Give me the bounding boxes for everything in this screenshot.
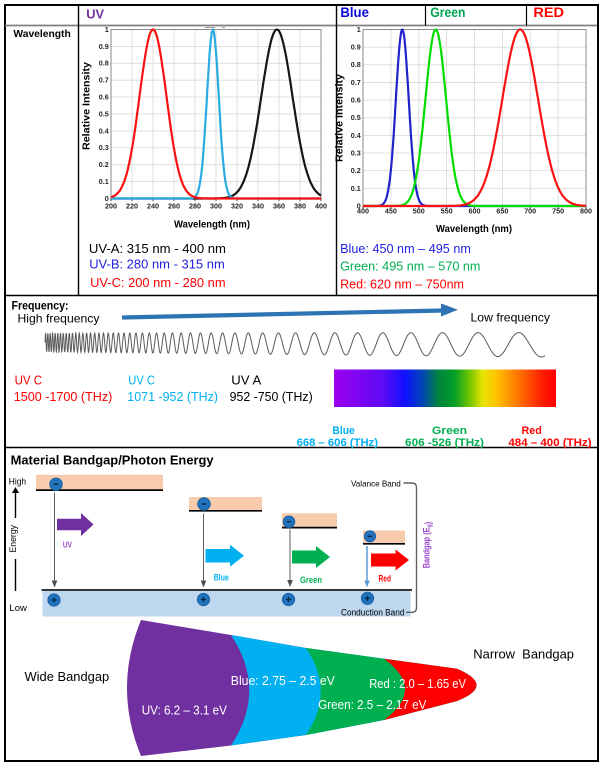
svg-text:UV C: UV C bbox=[128, 372, 155, 387]
svg-text:Energy: Energy bbox=[8, 525, 18, 553]
svg-text:UV-C: 200 nm - 280 nm: UV-C: 200 nm - 280 nm bbox=[90, 275, 226, 290]
svg-text:UV: UV bbox=[63, 541, 73, 550]
svg-text:Wavelength (nm): Wavelength (nm) bbox=[174, 219, 250, 231]
svg-text:Red: 620 nm – 750nm: Red: 620 nm – 750nm bbox=[340, 277, 464, 292]
svg-text:0: 0 bbox=[357, 201, 361, 210]
svg-text:UV-B: 280 nm - 315 nm: UV-B: 280 nm - 315 nm bbox=[89, 257, 225, 272]
svg-text:1071 -952 (THz): 1071 -952 (THz) bbox=[127, 389, 218, 404]
svg-text:0.3: 0.3 bbox=[99, 143, 109, 152]
svg-text:1: 1 bbox=[357, 25, 361, 34]
svg-text:0.7: 0.7 bbox=[99, 76, 109, 85]
svg-text:Red: Red bbox=[522, 425, 542, 437]
svg-text:Blue: Blue bbox=[340, 4, 369, 20]
svg-text:0.6: 0.6 bbox=[99, 93, 109, 102]
svg-text:320: 320 bbox=[231, 202, 243, 211]
svg-text:400: 400 bbox=[315, 202, 327, 211]
svg-text:668 – 606 (THz): 668 – 606 (THz) bbox=[297, 437, 379, 449]
svg-text:UV C: UV C bbox=[15, 372, 42, 387]
svg-text:Green: 2.5 – 2.17 eV: Green: 2.5 – 2.17 eV bbox=[318, 697, 427, 712]
svg-text:Blue: 2.75 – 2.5 eV: Blue: 2.75 – 2.5 eV bbox=[231, 673, 335, 688]
svg-text:300: 300 bbox=[210, 202, 222, 211]
svg-text:800: 800 bbox=[580, 207, 592, 216]
svg-text:Wide Bandgap: Wide Bandgap bbox=[25, 669, 110, 684]
svg-text:0.3: 0.3 bbox=[351, 149, 361, 158]
svg-text:0.8: 0.8 bbox=[99, 59, 109, 68]
svg-text:Relative Intensity: Relative Intensity bbox=[82, 62, 93, 150]
svg-text:UV: UV bbox=[86, 7, 104, 22]
svg-text:0.5: 0.5 bbox=[351, 113, 361, 122]
svg-text:240: 240 bbox=[147, 202, 159, 211]
svg-text:600: 600 bbox=[469, 207, 481, 216]
svg-text:Valance Band: Valance Band bbox=[351, 478, 401, 488]
svg-text:340: 340 bbox=[252, 202, 264, 211]
svg-text:Narrow Bandgap: Narrow Bandgap bbox=[473, 646, 574, 661]
svg-text:0.4: 0.4 bbox=[99, 126, 109, 135]
svg-text:0.9: 0.9 bbox=[99, 42, 109, 51]
svg-text:High: High bbox=[9, 477, 26, 487]
svg-text:Wavelength: Wavelength bbox=[13, 28, 70, 40]
svg-text:360: 360 bbox=[273, 202, 285, 211]
svg-text:UV A: UV A bbox=[231, 372, 261, 387]
svg-text:Low frequency: Low frequency bbox=[471, 311, 551, 325]
svg-text:0.2: 0.2 bbox=[99, 160, 109, 169]
svg-text:High frequency: High frequency bbox=[18, 312, 100, 326]
svg-text:0.7: 0.7 bbox=[351, 78, 361, 87]
svg-text:Conduction Band: Conduction Band bbox=[341, 607, 405, 617]
svg-text:Bandgap (Eg): Bandgap (Eg) bbox=[422, 522, 434, 569]
svg-text:1500 -1700 (THz): 1500 -1700 (THz) bbox=[14, 389, 113, 404]
svg-text:Green: Green bbox=[432, 425, 468, 437]
svg-text:Blue: 450 nm – 495 nm: Blue: 450 nm – 495 nm bbox=[340, 241, 471, 256]
svg-text:0.4: 0.4 bbox=[351, 131, 361, 140]
svg-text:650: 650 bbox=[496, 207, 508, 216]
svg-text:Blue: Blue bbox=[332, 425, 354, 437]
svg-text:550: 550 bbox=[441, 207, 453, 216]
svg-text:Red: Red bbox=[379, 574, 392, 584]
svg-text:Wavelength (nm): Wavelength (nm) bbox=[436, 223, 512, 235]
svg-text:Green: 495 nm – 570 nm: Green: 495 nm – 570 nm bbox=[340, 259, 480, 274]
svg-text:952 -750 (THz): 952 -750 (THz) bbox=[230, 389, 313, 404]
svg-text:500: 500 bbox=[413, 207, 425, 216]
svg-text:0: 0 bbox=[105, 194, 109, 203]
svg-text:Green: Green bbox=[300, 575, 322, 585]
svg-text:0.8: 0.8 bbox=[351, 60, 361, 69]
svg-text:Green: Green bbox=[430, 4, 465, 20]
svg-text:750: 750 bbox=[552, 207, 564, 216]
svg-text:RED: RED bbox=[533, 4, 564, 20]
svg-text:380: 380 bbox=[294, 202, 306, 211]
svg-text:0.6: 0.6 bbox=[351, 96, 361, 105]
svg-text:0.2: 0.2 bbox=[351, 166, 361, 175]
svg-text:200: 200 bbox=[105, 202, 117, 211]
svg-text:Red : 2.0 – 1.65 eV: Red : 2.0 – 1.65 eV bbox=[369, 676, 466, 691]
svg-text:220: 220 bbox=[126, 202, 138, 211]
svg-text:280: 280 bbox=[189, 202, 201, 211]
svg-text:Low: Low bbox=[9, 603, 27, 613]
svg-text:Frequency:: Frequency: bbox=[12, 299, 69, 313]
svg-text:Material Bandgap/Photon Energy: Material Bandgap/Photon Energy bbox=[11, 453, 215, 468]
svg-text:Relative Intensity: Relative Intensity bbox=[334, 74, 345, 162]
svg-text:260: 260 bbox=[168, 202, 180, 211]
svg-text:606 -526 (THz): 606 -526 (THz) bbox=[405, 437, 484, 449]
svg-text:400: 400 bbox=[357, 207, 369, 216]
svg-text:0.5: 0.5 bbox=[99, 109, 109, 118]
svg-text:700: 700 bbox=[524, 207, 536, 216]
svg-text:UV: 6.2 – 3.1 eV: UV: 6.2 – 3.1 eV bbox=[142, 703, 228, 717]
svg-text:0.1: 0.1 bbox=[99, 177, 109, 186]
svg-text:0.9: 0.9 bbox=[351, 43, 361, 52]
svg-text:450: 450 bbox=[385, 207, 397, 216]
svg-text:Blue: Blue bbox=[214, 572, 229, 582]
svg-text:0.1: 0.1 bbox=[351, 184, 361, 193]
svg-text:UV-A: 315 nm - 400 nm: UV-A: 315 nm - 400 nm bbox=[89, 241, 226, 256]
svg-text:1: 1 bbox=[105, 25, 109, 34]
svg-text:484 – 400 (THz): 484 – 400 (THz) bbox=[508, 437, 592, 449]
